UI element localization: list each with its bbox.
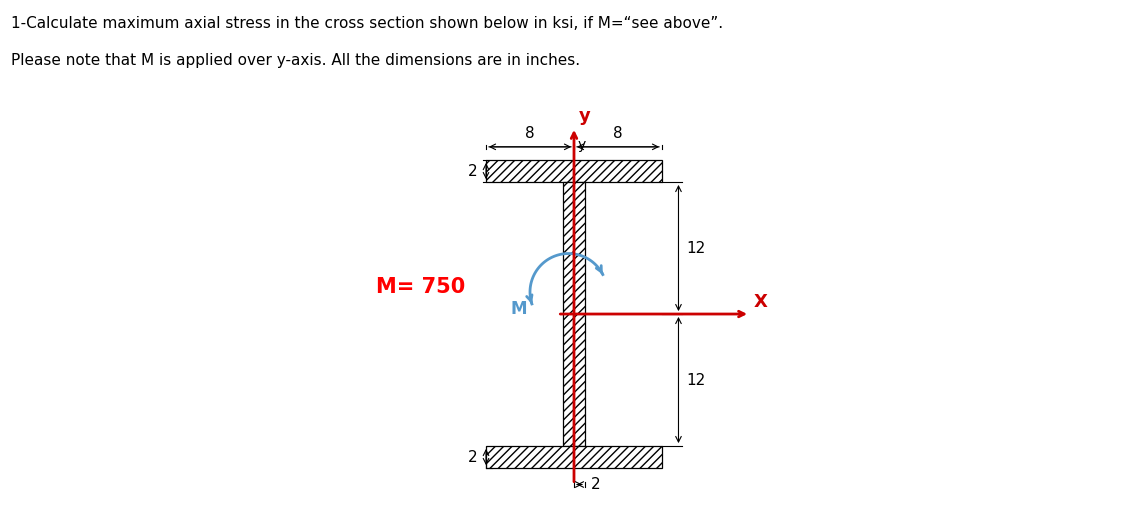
- Text: M= 750: M= 750: [376, 277, 465, 297]
- Text: 1-Calculate maximum axial stress in the cross section shown below in ksi, if M=“: 1-Calculate maximum axial stress in the …: [11, 16, 723, 31]
- Text: y: y: [578, 139, 586, 152]
- Text: 8: 8: [525, 126, 535, 141]
- Text: 12: 12: [686, 240, 705, 256]
- Text: 2: 2: [468, 450, 477, 464]
- Text: 8: 8: [614, 126, 623, 141]
- Text: y: y: [579, 107, 590, 125]
- Text: M: M: [511, 299, 527, 318]
- Text: 2: 2: [590, 477, 600, 492]
- Bar: [486, 160, 662, 182]
- Bar: [486, 446, 662, 468]
- Text: Please note that M is applied over y-axis. All the dimensions are in inches.: Please note that M is applied over y-axi…: [11, 53, 580, 67]
- Text: 2: 2: [468, 163, 477, 179]
- Text: X: X: [753, 292, 767, 311]
- Bar: [563, 182, 586, 446]
- Text: 12: 12: [686, 373, 705, 387]
